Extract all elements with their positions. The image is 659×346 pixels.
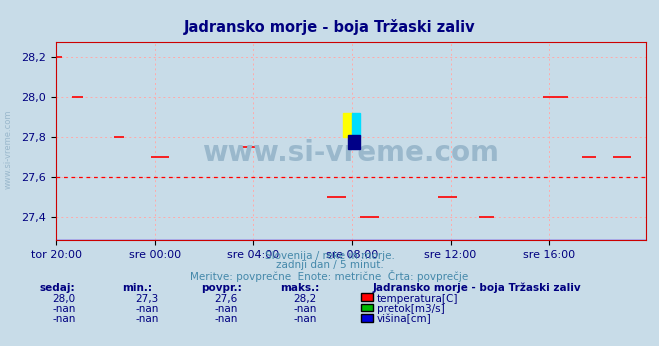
Text: Slovenija / reke in morje.: Slovenija / reke in morje. [264, 251, 395, 261]
Text: višina[cm]: višina[cm] [377, 314, 432, 325]
Text: povpr.:: povpr.: [201, 283, 242, 293]
Text: Jadransko morje - boja Tržaski zaliv: Jadransko morje - boja Tržaski zaliv [372, 282, 581, 293]
Text: 28,0: 28,0 [53, 294, 76, 304]
Bar [348, 135, 360, 149]
Text: -nan: -nan [53, 304, 76, 314]
Text: -nan: -nan [293, 315, 316, 325]
Text: 27,6: 27,6 [214, 294, 237, 304]
Text: 27,3: 27,3 [135, 294, 158, 304]
Text: -nan: -nan [293, 304, 316, 314]
Text: pretok[m3/s]: pretok[m3/s] [377, 304, 445, 314]
Text: www.si-vreme.com: www.si-vreme.com [3, 109, 13, 189]
Text: 28,2: 28,2 [293, 294, 316, 304]
Text: temperatura[C]: temperatura[C] [377, 294, 459, 304]
Text: zadnji dan / 5 minut.: zadnji dan / 5 minut. [275, 260, 384, 270]
Text: min.:: min.: [122, 283, 152, 293]
Text: -nan: -nan [214, 315, 237, 325]
Text: -nan: -nan [214, 304, 237, 314]
Text: Meritve: povprečne  Enote: metrične  Črta: povprečje: Meritve: povprečne Enote: metrične Črta:… [190, 270, 469, 282]
Bar [343, 113, 352, 137]
Text: -nan: -nan [53, 315, 76, 325]
Bar [352, 113, 360, 137]
Text: -nan: -nan [135, 315, 158, 325]
Text: maks.:: maks.: [280, 283, 320, 293]
Text: -nan: -nan [135, 304, 158, 314]
Text: www.si-vreme.com: www.si-vreme.com [202, 139, 500, 167]
Text: Jadransko morje - boja Tržaski zaliv: Jadransko morje - boja Tržaski zaliv [184, 19, 475, 35]
Text: sedaj:: sedaj: [40, 283, 75, 293]
